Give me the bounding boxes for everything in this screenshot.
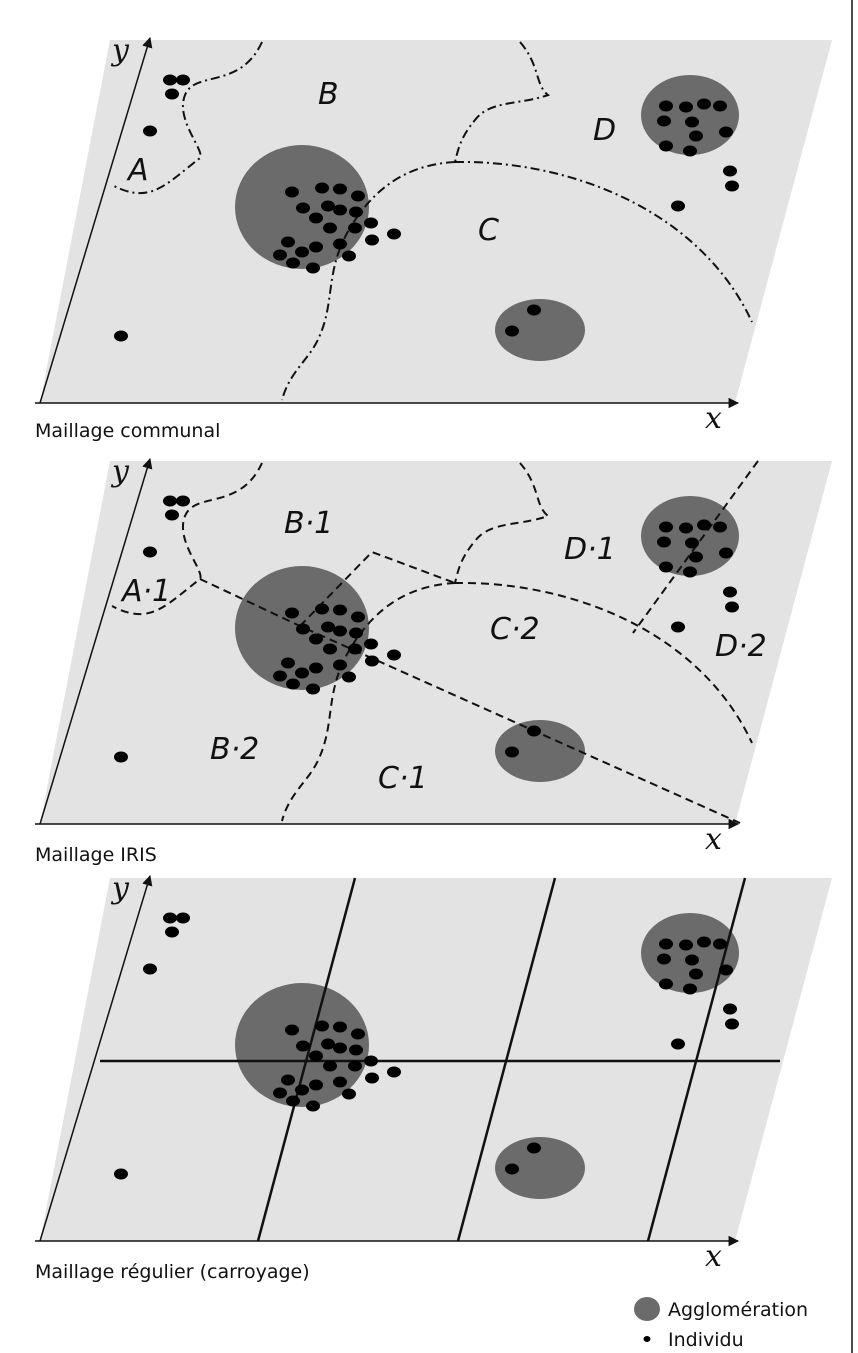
region-label-d2: D·2 xyxy=(715,629,767,664)
region-label-d: D xyxy=(593,113,616,148)
panel-carroyage: y x Maillage régulier (carroyage) xyxy=(35,871,832,1283)
legend-individu-swatch xyxy=(643,1336,651,1342)
region-label-c: C xyxy=(478,213,499,248)
region-label-a1: A·1 xyxy=(120,574,171,609)
panel-caption: Maillage IRIS xyxy=(35,844,157,866)
plane xyxy=(40,878,832,1241)
legend-agglomeration-label: Agglomération xyxy=(668,1299,808,1321)
legend-individu-label: Individu xyxy=(668,1329,744,1351)
x-axis-label: x xyxy=(705,822,722,857)
region-label-b1: B·1 xyxy=(284,506,333,541)
region-label-c1: C·1 xyxy=(378,761,428,796)
agglomeration xyxy=(495,1137,585,1199)
legend: Agglomération Individu xyxy=(634,1297,808,1351)
panel-caption: Maillage régulier (carroyage) xyxy=(35,1261,310,1283)
agglomeration xyxy=(495,299,585,361)
plane xyxy=(40,40,832,403)
y-axis xyxy=(39,457,153,825)
region-label-b2: B·2 xyxy=(210,732,259,767)
grid-lines xyxy=(100,877,780,1242)
panel-caption: Maillage communal xyxy=(35,420,220,442)
agglomeration xyxy=(641,913,739,993)
commune-boundaries xyxy=(111,41,753,401)
x-axis-label: x xyxy=(705,1239,722,1274)
y-axis-label: y xyxy=(110,33,130,68)
region-label-c2: C·2 xyxy=(490,612,540,647)
region-label-d1: D·1 xyxy=(564,532,616,567)
panel-iris: y x A·1 B·1 B·2 C·1 C·2 D·1 D·2 Maillage… xyxy=(35,454,832,866)
agglomeration xyxy=(495,720,585,782)
x-axis-label: x xyxy=(705,401,722,436)
legend-agglomeration-swatch xyxy=(634,1297,660,1321)
agglomeration xyxy=(641,496,739,576)
y-axis-label: y xyxy=(110,454,130,489)
region-label-a: A xyxy=(126,153,149,188)
y-axis-label: y xyxy=(110,871,130,906)
y-axis xyxy=(39,36,153,404)
y-axis xyxy=(39,874,153,1242)
plane xyxy=(40,461,832,824)
agglomeration xyxy=(641,75,739,155)
panel-communal: y x A B C D Maillage communal xyxy=(35,33,832,442)
region-label-b: B xyxy=(318,77,339,112)
